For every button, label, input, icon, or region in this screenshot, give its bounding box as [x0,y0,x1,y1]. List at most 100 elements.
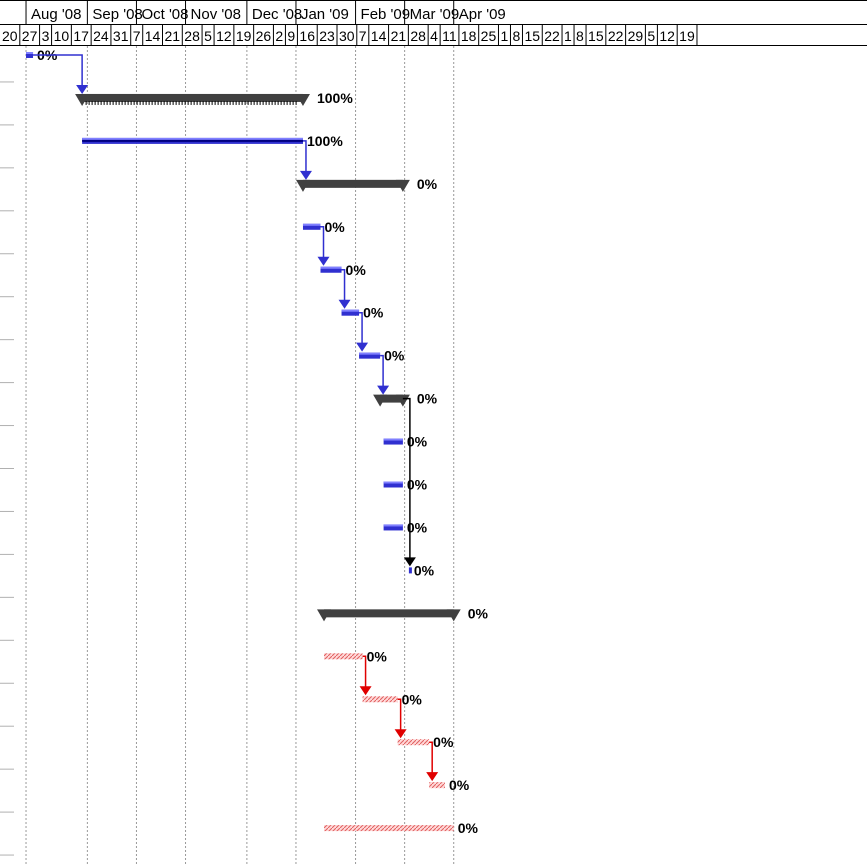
dependency-arrowhead [403,557,416,567]
summary-start-marker [295,179,310,192]
task-bar-task[interactable]: 0% [359,348,405,364]
task-bar-critical[interactable]: 0% [324,820,479,836]
percent-complete-label: 0% [468,605,489,621]
percent-complete-label: 100% [317,90,353,106]
week-label: 4 [430,28,438,44]
week-label: 22 [608,28,624,44]
summary-start-marker [75,93,90,106]
header-background [0,0,867,46]
dependency-arrowhead [338,299,351,309]
week-label: 12 [659,28,675,44]
week-label: 23 [319,28,335,44]
row-separators [0,81,14,856]
task-bar-task[interactable]: 100% [82,133,343,149]
percent-complete-label: 0% [407,434,428,450]
task-bar-task[interactable]: 0% [383,477,428,493]
summary-bar[interactable] [302,179,403,188]
month-label: Dec '08 [252,6,302,23]
task-bar-task[interactable]: 0% [341,305,384,321]
task-bar[interactable] [359,352,381,359]
summary-start-marker [373,394,388,407]
task-bar-summary[interactable]: 100% [75,90,353,106]
week-label: 12 [216,28,232,44]
summary-start-marker [317,609,332,622]
week-label: 1 [564,28,572,44]
critical-task-bar[interactable] [324,653,363,660]
task-bar-critical[interactable]: 0% [397,734,454,750]
dependency-arrow [320,226,325,264]
week-label: 14 [145,28,161,44]
summary-bar[interactable] [324,609,454,618]
task-bar-task[interactable]: 0% [302,219,346,235]
milestone-marker[interactable] [408,567,412,574]
task-bar[interactable] [383,481,403,488]
task-bar-highlight [383,524,403,527]
critical-task-bar[interactable] [324,825,454,832]
week-label: 19 [679,28,695,44]
task-bar[interactable] [320,266,342,273]
task-progress [82,139,303,142]
summary-bar[interactable] [380,394,403,403]
dependency-arrow [380,354,384,393]
task-bar-critical[interactable]: 0% [362,691,423,707]
task-bar[interactable] [341,309,360,316]
dependency-arrow [341,269,346,307]
month-label: Mar '09 [410,6,460,23]
task-bar-critical[interactable]: 0% [429,777,470,793]
critical-task-bar[interactable] [362,696,398,703]
week-label: 15 [524,28,540,44]
dependency-arrow [302,140,307,178]
critical-task-bar[interactable] [429,782,445,789]
week-label: 28 [410,28,426,44]
month-label: Aug '08 [31,6,81,23]
summary-end-marker [395,179,410,192]
task-bar-summary[interactable]: 0% [295,176,438,192]
summary-end-marker [395,394,410,407]
percent-complete-label: 0% [414,562,435,578]
week-label: 8 [576,28,584,44]
task-bar[interactable] [383,524,403,531]
week-label: 10 [54,28,70,44]
week-label: 22 [544,28,560,44]
dependency-arrowhead [394,729,407,739]
month-label: Sep '08 [92,6,142,23]
week-label: 8 [512,28,520,44]
task-bar-highlight [26,52,34,54]
week-label: 14 [371,28,387,44]
dependency-arrow [397,698,402,737]
task-bar-highlight [383,481,403,484]
task-bar-highlight [320,266,342,269]
task-bar-summary[interactable]: 0% [373,391,438,407]
dependency-arrowhead [76,84,89,94]
task-bar-summary[interactable]: 0% [317,605,489,622]
percent-complete-label: 0% [417,176,438,192]
dependency-arrowhead [359,686,372,696]
week-label: 7 [133,28,141,44]
percent-complete-label: 0% [325,219,346,235]
percent-complete-label: 0% [384,348,405,364]
dependency-arrowhead [299,170,312,180]
week-label: 1 [500,28,508,44]
week-label: 24 [93,28,109,44]
task-bar-milestone[interactable]: 0% [408,562,435,578]
critical-task-bar[interactable] [397,739,430,746]
week-label: 30 [339,28,355,44]
task-bar-critical[interactable]: 0% [324,648,387,664]
task-bar-task[interactable]: 0% [383,519,428,535]
task-bar[interactable] [383,438,403,445]
task-bar-task[interactable]: 0% [320,262,367,278]
week-label: 15 [588,28,604,44]
task-bar[interactable] [302,223,321,230]
percent-complete-label: 0% [363,305,384,321]
percent-complete-label: 100% [307,133,343,149]
summary-bar[interactable] [82,93,303,102]
gantt-bars[interactable]: 0% 100% 100% 0% 0% 0% 0% 0% 0% 0% 0% 0% 0% 0% 0% 0% 0% 0%… [26,47,489,836]
summary-end-marker [446,609,461,622]
week-label: 2 [275,28,283,44]
task-bar-highlight [359,352,381,355]
task-bar-task[interactable]: 0% [383,434,428,450]
task-bar-highlight [383,438,403,441]
dependency-arrowhead [426,772,439,782]
task-bar[interactable] [26,52,34,58]
